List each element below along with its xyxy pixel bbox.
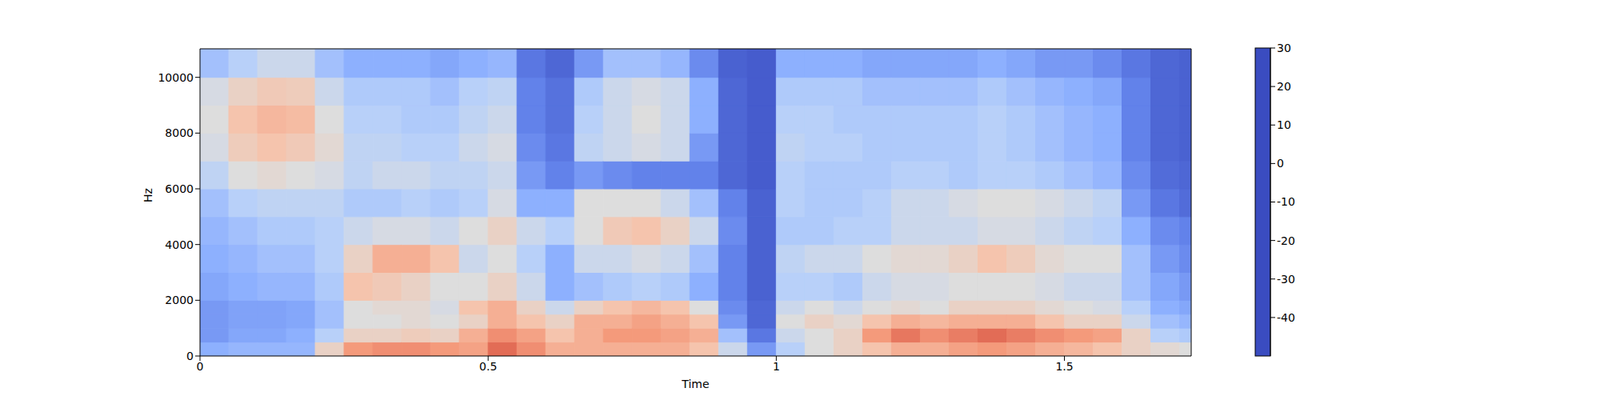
svg-text:1.5: 1.5 xyxy=(1055,360,1073,373)
svg-text:8000: 8000 xyxy=(164,126,194,140)
svg-text:-40: -40 xyxy=(1276,311,1296,324)
svg-text:0: 0 xyxy=(1276,156,1284,170)
svg-text:2000: 2000 xyxy=(164,293,194,307)
svg-text:-10: -10 xyxy=(1276,195,1296,208)
svg-text:Time: Time xyxy=(680,377,709,391)
svg-text:0: 0 xyxy=(186,349,194,363)
svg-text:10000: 10000 xyxy=(157,71,194,84)
svg-text:20: 20 xyxy=(1276,80,1292,93)
svg-text:-20: -20 xyxy=(1276,234,1296,248)
svg-text:30: 30 xyxy=(1276,41,1292,55)
svg-text:Hz: Hz xyxy=(141,188,155,203)
svg-text:0.5: 0.5 xyxy=(479,360,497,373)
svg-text:10: 10 xyxy=(1276,118,1292,132)
svg-text:0: 0 xyxy=(196,360,204,373)
svg-text:1: 1 xyxy=(772,360,780,373)
svg-text:6000: 6000 xyxy=(164,182,194,196)
svg-text:-30: -30 xyxy=(1276,272,1296,286)
svg-text:4000: 4000 xyxy=(164,238,194,252)
